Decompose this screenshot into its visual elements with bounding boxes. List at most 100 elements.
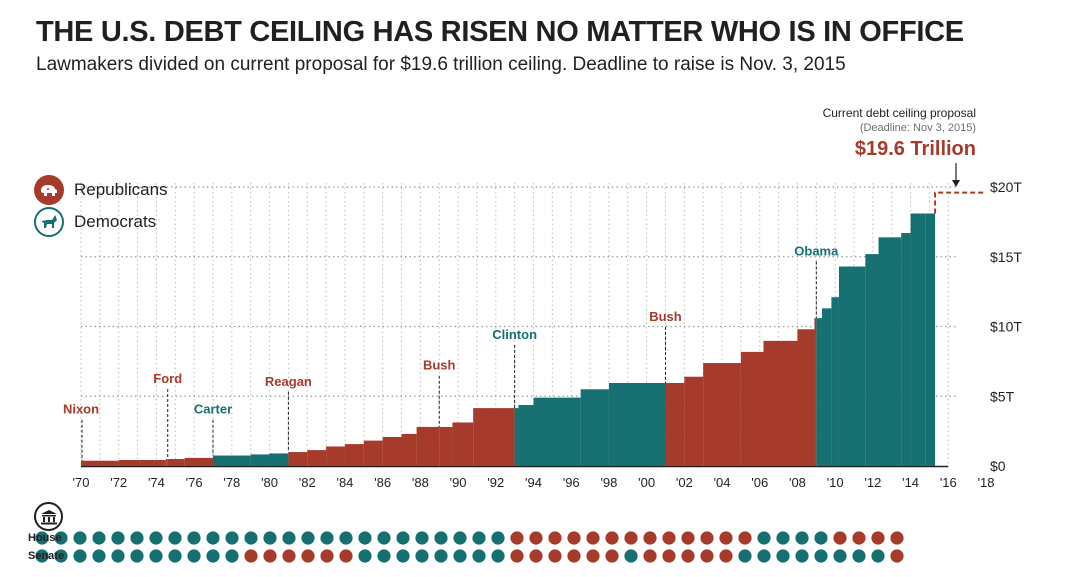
- house-majority-dot: [681, 531, 695, 545]
- ceiling-bar: [665, 382, 685, 466]
- house-majority-dot: [206, 531, 220, 545]
- house-majority-dot: [453, 531, 467, 545]
- senate-majority-dot: [491, 549, 505, 563]
- senate-majority-dot: [871, 549, 885, 563]
- ceiling-bar: [684, 376, 704, 466]
- y-tick-label: $15T: [990, 249, 1022, 265]
- house-majority-dot: [643, 531, 657, 545]
- capitol-icon: [34, 502, 63, 531]
- house-majority-dot: [624, 531, 638, 545]
- ceiling-bar: [250, 454, 270, 466]
- house-majority-dot: [358, 531, 372, 545]
- x-tick-label: '92: [487, 475, 504, 490]
- senate-majority-dot: [92, 549, 106, 563]
- x-tick-label: '14: [902, 475, 919, 490]
- senate-majority-dot: [757, 549, 771, 563]
- elephant-icon: [34, 175, 64, 205]
- house-majority-dot: [377, 531, 391, 545]
- y-tick-label: $10T: [990, 319, 1022, 335]
- senate-majority-dot: [833, 549, 847, 563]
- senate-majority-dot: [643, 549, 657, 563]
- x-tick-label: '86: [374, 475, 391, 490]
- president-label: Reagan: [265, 374, 312, 389]
- house-majority-dot: [757, 531, 771, 545]
- x-tick-label: '10: [827, 475, 844, 490]
- house-majority-dot: [415, 531, 429, 545]
- house-majority-dot: [719, 531, 733, 545]
- senate-majority-dot: [301, 549, 315, 563]
- house-majority-dot: [605, 531, 619, 545]
- ceiling-bar: [473, 408, 515, 466]
- proposal-heading: Current debt ceiling proposal: [823, 106, 976, 120]
- senate-majority-dot: [453, 549, 467, 563]
- senate-majority-dot: [377, 549, 391, 563]
- ceiling-bar: [212, 455, 251, 466]
- house-majority-dot: [871, 531, 885, 545]
- x-tick-label: '08: [789, 475, 806, 490]
- legend-republicans-label: Republicans: [74, 180, 168, 199]
- house-majority-dot: [814, 531, 828, 545]
- ceiling-bar: [518, 405, 534, 466]
- senate-majority-dot: [662, 549, 676, 563]
- senate-majority-dot: [434, 549, 448, 563]
- senate-majority-dot: [73, 549, 87, 563]
- house-majority-dot: [852, 531, 866, 545]
- ceiling-bar: [740, 351, 764, 466]
- proposal-deadline: (Deadline: Nov 3, 2015): [860, 122, 976, 134]
- house-majority-dot: [700, 531, 714, 545]
- page-subtitle: Lawmakers divided on current proposal fo…: [36, 54, 846, 75]
- senate-majority-dot: [890, 549, 904, 563]
- ceiling-bar: [925, 213, 936, 466]
- senate-majority-dot: [738, 549, 752, 563]
- x-tick-label: '80: [261, 475, 278, 490]
- house-majority-dot: [263, 531, 277, 545]
- house-majority-dot: [320, 531, 334, 545]
- house-majority-dot: [434, 531, 448, 545]
- ceiling-bar: [580, 389, 609, 466]
- house-majority-dot: [339, 531, 353, 545]
- x-tick-label: '76: [186, 475, 203, 490]
- ceiling-bar: [878, 237, 902, 466]
- x-tick-label: '88: [412, 475, 429, 490]
- ceiling-bar: [344, 444, 364, 466]
- proposal-line: [934, 191, 986, 214]
- senate-majority-dot: [529, 549, 543, 563]
- ceiling-bar: [167, 459, 185, 466]
- senate-majority-dot: [586, 549, 600, 563]
- senate-majority-dot: [396, 549, 410, 563]
- senate-majority-dot: [111, 549, 125, 563]
- ceiling-bar: [416, 426, 440, 466]
- legend-democrats-label: Democrats: [74, 212, 157, 231]
- senate-majority-dot: [130, 549, 144, 563]
- senate-majority-dot: [852, 549, 866, 563]
- president-label: Obama: [794, 243, 839, 258]
- senate-majority-dot: [681, 549, 695, 563]
- house-majority-dot: [92, 531, 106, 545]
- house-majority-dot: [833, 531, 847, 545]
- house-majority-dot: [472, 531, 486, 545]
- x-tick-label: '12: [864, 475, 881, 490]
- president-label: Ford: [153, 371, 182, 386]
- house-majority-dot: [662, 531, 676, 545]
- ceiling-bar: [326, 446, 345, 466]
- senate-majority-dot: [282, 549, 296, 563]
- ceiling-bar: [439, 426, 453, 466]
- house-majority-dot: [111, 531, 125, 545]
- house-majority-dot: [168, 531, 182, 545]
- senate-row-label: Senate: [28, 550, 65, 562]
- house-majority-dot: [149, 531, 163, 545]
- ceiling-bar: [363, 440, 383, 466]
- x-tick-label: '84: [336, 475, 353, 490]
- ceiling-bar: [118, 460, 166, 466]
- ceiling-bar: [514, 408, 519, 466]
- senate-majority-dot: [358, 549, 372, 563]
- house-majority-dot: [510, 531, 524, 545]
- senate-majority-dot: [624, 549, 638, 563]
- president-label: Nixon: [63, 402, 99, 417]
- y-tick-label: $5T: [990, 388, 1015, 404]
- senate-majority-dot: [415, 549, 429, 563]
- house-row-label: House: [28, 532, 62, 544]
- senate-majority-dot: [206, 549, 220, 563]
- house-majority-dot: [795, 531, 809, 545]
